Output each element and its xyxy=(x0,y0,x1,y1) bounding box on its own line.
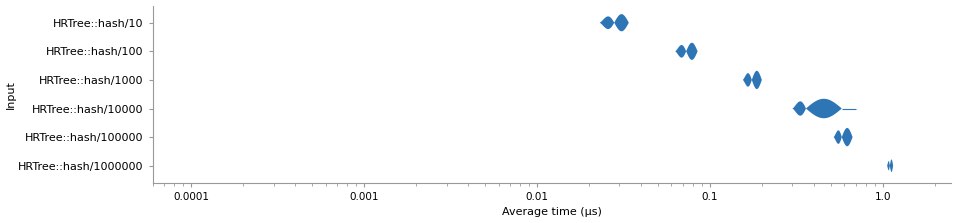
Polygon shape xyxy=(599,14,629,31)
X-axis label: Average time (μs): Average time (μs) xyxy=(502,207,602,217)
Polygon shape xyxy=(834,128,853,146)
Y-axis label: Input: Input xyxy=(6,80,15,109)
Polygon shape xyxy=(792,99,842,118)
Polygon shape xyxy=(887,159,893,172)
Polygon shape xyxy=(743,71,762,89)
Polygon shape xyxy=(675,43,698,60)
